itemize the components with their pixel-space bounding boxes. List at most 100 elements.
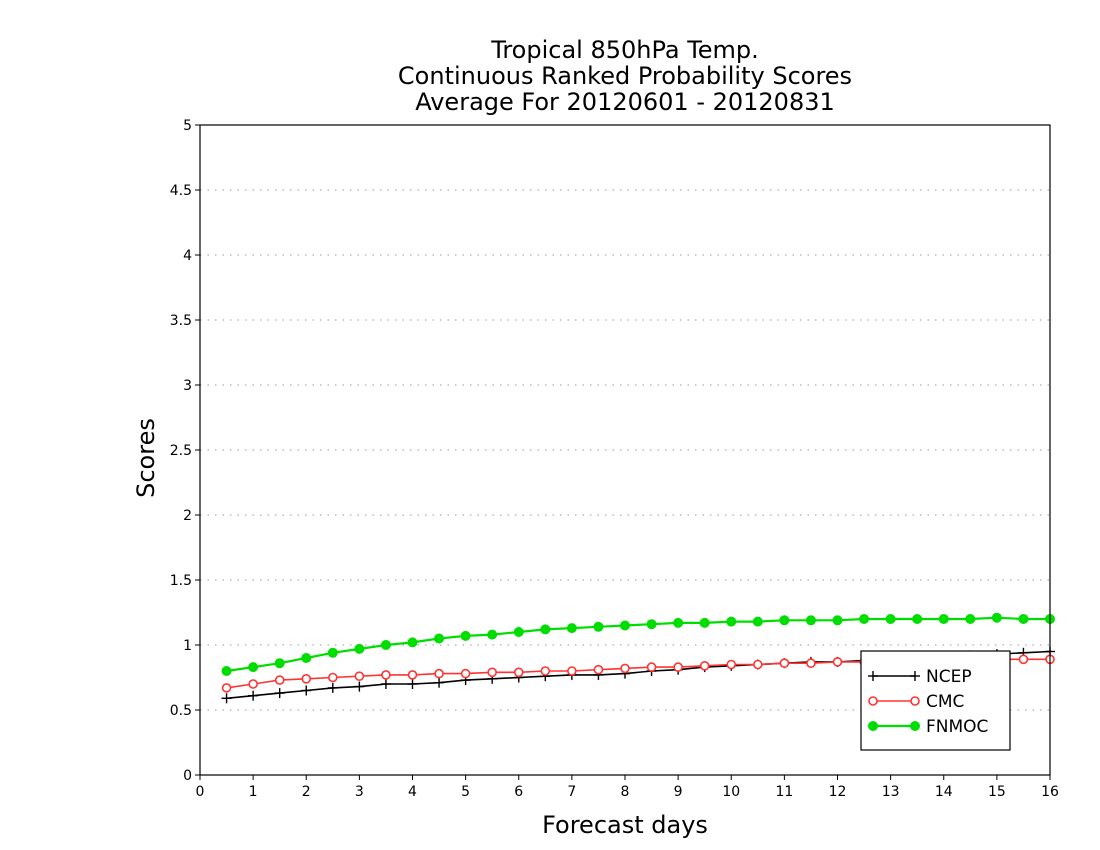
data-point-cmc	[301, 673, 312, 684]
series-fnmoc	[221, 612, 1055, 676]
data-point-fnmoc	[513, 627, 524, 637]
plot-area-frame	[199, 124, 1051, 776]
x-tick-label: 4	[408, 784, 417, 800]
legend-marker	[910, 721, 920, 731]
data-point-cmc	[328, 672, 338, 683]
x-tick-label: 12	[829, 784, 847, 800]
x-tick-label: 16	[1041, 784, 1059, 800]
y-tick-label: 2.5	[170, 443, 192, 459]
data-point-cmc	[753, 659, 763, 670]
x-tick-label: 11	[775, 784, 793, 800]
data-point-fnmoc	[726, 616, 737, 627]
data-point-cmc	[513, 667, 524, 678]
legend-label-fnmoc: FNMOC	[926, 717, 988, 737]
data-point-fnmoc	[805, 615, 816, 626]
chart-title-line-3: Average For 20120601 - 20120831	[415, 88, 835, 116]
chart-title: Tropical 850hPa Temp. Continuous Ranked …	[398, 36, 852, 116]
legend-entry-fnmoc: FNMOC	[868, 717, 988, 737]
data-point-cmc	[832, 657, 843, 667]
data-point-fnmoc	[593, 621, 604, 632]
data-point-fnmoc	[274, 658, 285, 669]
data-point-ncep	[354, 681, 365, 692]
data-point-ncep	[301, 685, 312, 696]
data-point-fnmoc	[752, 616, 763, 627]
data-point-ncep	[380, 679, 391, 689]
data-point-cmc	[699, 660, 710, 671]
data-point-fnmoc	[673, 617, 684, 628]
y-tick-label: 0	[183, 768, 192, 784]
data-point-fnmoc	[327, 647, 338, 658]
data-point-ncep	[274, 688, 285, 699]
x-tick-label: 8	[621, 784, 630, 800]
data-point-cmc	[487, 667, 497, 678]
data-point-ncep	[407, 679, 418, 689]
data-point-fnmoc	[779, 615, 790, 626]
y-tick-label: 3.5	[170, 313, 192, 329]
chart-title-line-1: Tropical 850hPa Temp.	[490, 36, 759, 64]
y-tick-label: 1	[183, 638, 192, 654]
data-point-cmc	[593, 664, 604, 675]
data-point-cmc	[407, 670, 418, 680]
legend-marker	[868, 721, 878, 731]
data-point-fnmoc	[859, 614, 870, 624]
data-point-cmc	[646, 662, 657, 672]
legend-marker	[910, 696, 920, 706]
x-axis-title: Forecast days	[542, 811, 708, 839]
y-tick-label: 0.5	[170, 703, 192, 719]
x-tick-label: 5	[461, 784, 470, 800]
data-point-cmc	[354, 671, 365, 682]
x-tick-label: 9	[674, 784, 683, 800]
x-tick-label: 1	[249, 784, 258, 800]
x-tick-label: 14	[935, 784, 953, 800]
chart-title-line-2: Continuous Ranked Probability Scores	[398, 62, 852, 90]
data-point-fnmoc	[487, 629, 498, 640]
y-tick-label: 3	[183, 378, 192, 394]
data-point-fnmoc	[699, 617, 710, 628]
data-point-cmc	[673, 662, 683, 672]
y-tick-label: 4.5	[170, 183, 192, 199]
data-point-fnmoc	[885, 614, 896, 624]
y-tick-label: 5	[183, 118, 192, 134]
data-point-ncep	[221, 693, 232, 704]
data-point-fnmoc	[1018, 614, 1029, 624]
legend-marker	[910, 671, 920, 681]
data-point-cmc	[221, 683, 232, 693]
data-point-cmc	[460, 668, 471, 679]
data-point-cmc	[620, 663, 630, 674]
data-point-cmc	[726, 659, 737, 670]
data-point-cmc	[248, 679, 258, 689]
data-point-fnmoc	[354, 643, 365, 654]
data-point-ncep	[434, 677, 445, 688]
data-point-cmc	[434, 668, 444, 679]
data-point-ncep	[327, 682, 338, 693]
data-point-fnmoc	[301, 653, 312, 663]
data-point-fnmoc	[221, 666, 232, 676]
data-point-fnmoc	[938, 614, 949, 624]
y-axis-ticks: 0 0.5 1 1.5 2 2.5 3 3.5 4 4.5 5	[170, 118, 200, 784]
x-axis-ticks: 0 1 2 3 4 5 6 7 8 9 10 11 12 13 14 15 16	[196, 775, 1059, 800]
data-point-cmc	[540, 666, 551, 676]
x-tick-label: 6	[514, 784, 523, 800]
data-point-ncep	[248, 690, 259, 701]
x-tick-label: 13	[882, 784, 900, 800]
data-point-cmc	[381, 670, 391, 680]
legend-label-cmc: CMC	[926, 692, 964, 712]
legend-label-ncep: NCEP	[926, 667, 972, 687]
y-tick-label: 2	[183, 508, 192, 524]
data-point-fnmoc	[991, 612, 1002, 623]
data-point-fnmoc	[248, 662, 259, 673]
data-point-cmc	[779, 658, 790, 669]
data-point-fnmoc	[912, 614, 923, 624]
x-tick-label: 7	[567, 784, 576, 800]
data-point-fnmoc	[460, 630, 471, 641]
data-point-fnmoc	[407, 637, 418, 648]
data-point-fnmoc	[965, 614, 976, 624]
legend-marker	[868, 696, 878, 706]
x-tick-label: 3	[355, 784, 364, 800]
x-tick-label: 10	[722, 784, 740, 800]
legend: NCEP CMC FNMOC	[860, 650, 1011, 751]
y-tick-label: 1.5	[170, 573, 192, 589]
x-tick-label: 0	[196, 784, 205, 800]
data-point-fnmoc	[540, 624, 551, 635]
